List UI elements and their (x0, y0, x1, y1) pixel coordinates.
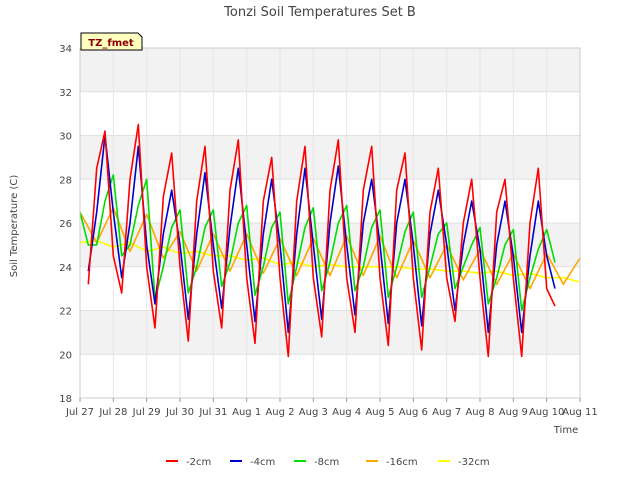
chart-title: Tonzi Soil Temperatures Set B (223, 5, 416, 20)
series-layer (79, 123, 581, 358)
x-tick-label: Jul 31 (198, 407, 227, 418)
legend-label: -32cm (458, 457, 490, 468)
x-tick-label: Aug 2 (265, 407, 294, 418)
y-tick-label: 32 (59, 88, 72, 99)
y-tick-label: 30 (59, 132, 72, 143)
x-tick-label: Jul 30 (165, 407, 194, 418)
x-tick-label: Aug 9 (499, 407, 528, 418)
x-tick-label: Jul 27 (65, 407, 94, 418)
y-tick-label: 34 (59, 44, 72, 55)
x-tick-label: Aug 5 (365, 407, 394, 418)
plot-band (80, 310, 580, 355)
x-tick-label: Aug 6 (399, 407, 428, 418)
plot-frame (79, 47, 581, 399)
legend-label: -8cm (314, 457, 339, 468)
x-tick-label: Aug 8 (465, 407, 494, 418)
y-tick-label: 26 (59, 219, 72, 230)
x-tick-label: Aug 10 (529, 407, 564, 418)
y-axis-label: Soil Temperature (C) (9, 175, 20, 278)
x-axis: Jul 27 Jul 28 Jul 29 Jul 30 Jul 31 Aug 1 Aug 2… (65, 398, 598, 418)
x-tick-label: Aug 3 (299, 407, 328, 418)
x-tick-label: Jul 28 (98, 407, 127, 418)
badge-label: TZ_fmet (88, 38, 134, 49)
plot-band (80, 135, 580, 180)
y-tick-label: 28 (59, 175, 72, 186)
y-axis: 18 20 22 24 26 28 30 32 34 (59, 44, 72, 405)
plot-band (80, 48, 580, 92)
series-line-2cmcm (87, 123, 556, 358)
x-tick-label: Aug 11 (562, 407, 597, 418)
legend-label: -2cm (186, 457, 211, 468)
station-badge: TZ_fmet (80, 32, 143, 51)
badge-shape (80, 32, 143, 51)
legend-label: -16cm (386, 457, 418, 468)
x-axis-label: Time (553, 425, 578, 436)
x-tick-label: Aug 1 (232, 407, 261, 418)
legend-label: -4cm (250, 457, 275, 468)
series-line-16cmcm (79, 206, 581, 290)
x-tick-label: Aug 7 (432, 407, 461, 418)
x-tick-label: Aug 4 (332, 407, 361, 418)
y-tick-label: 24 (59, 263, 72, 274)
x-tick-label: Jul 29 (132, 407, 161, 418)
y-tick-label: 22 (59, 307, 72, 318)
y-tick-label: 20 (59, 350, 72, 361)
series-line-4cmcm (87, 134, 556, 334)
legend: -2cm -4cm -8cm -16cm -32cm (166, 457, 490, 468)
y-tick-label: 18 (59, 394, 72, 405)
